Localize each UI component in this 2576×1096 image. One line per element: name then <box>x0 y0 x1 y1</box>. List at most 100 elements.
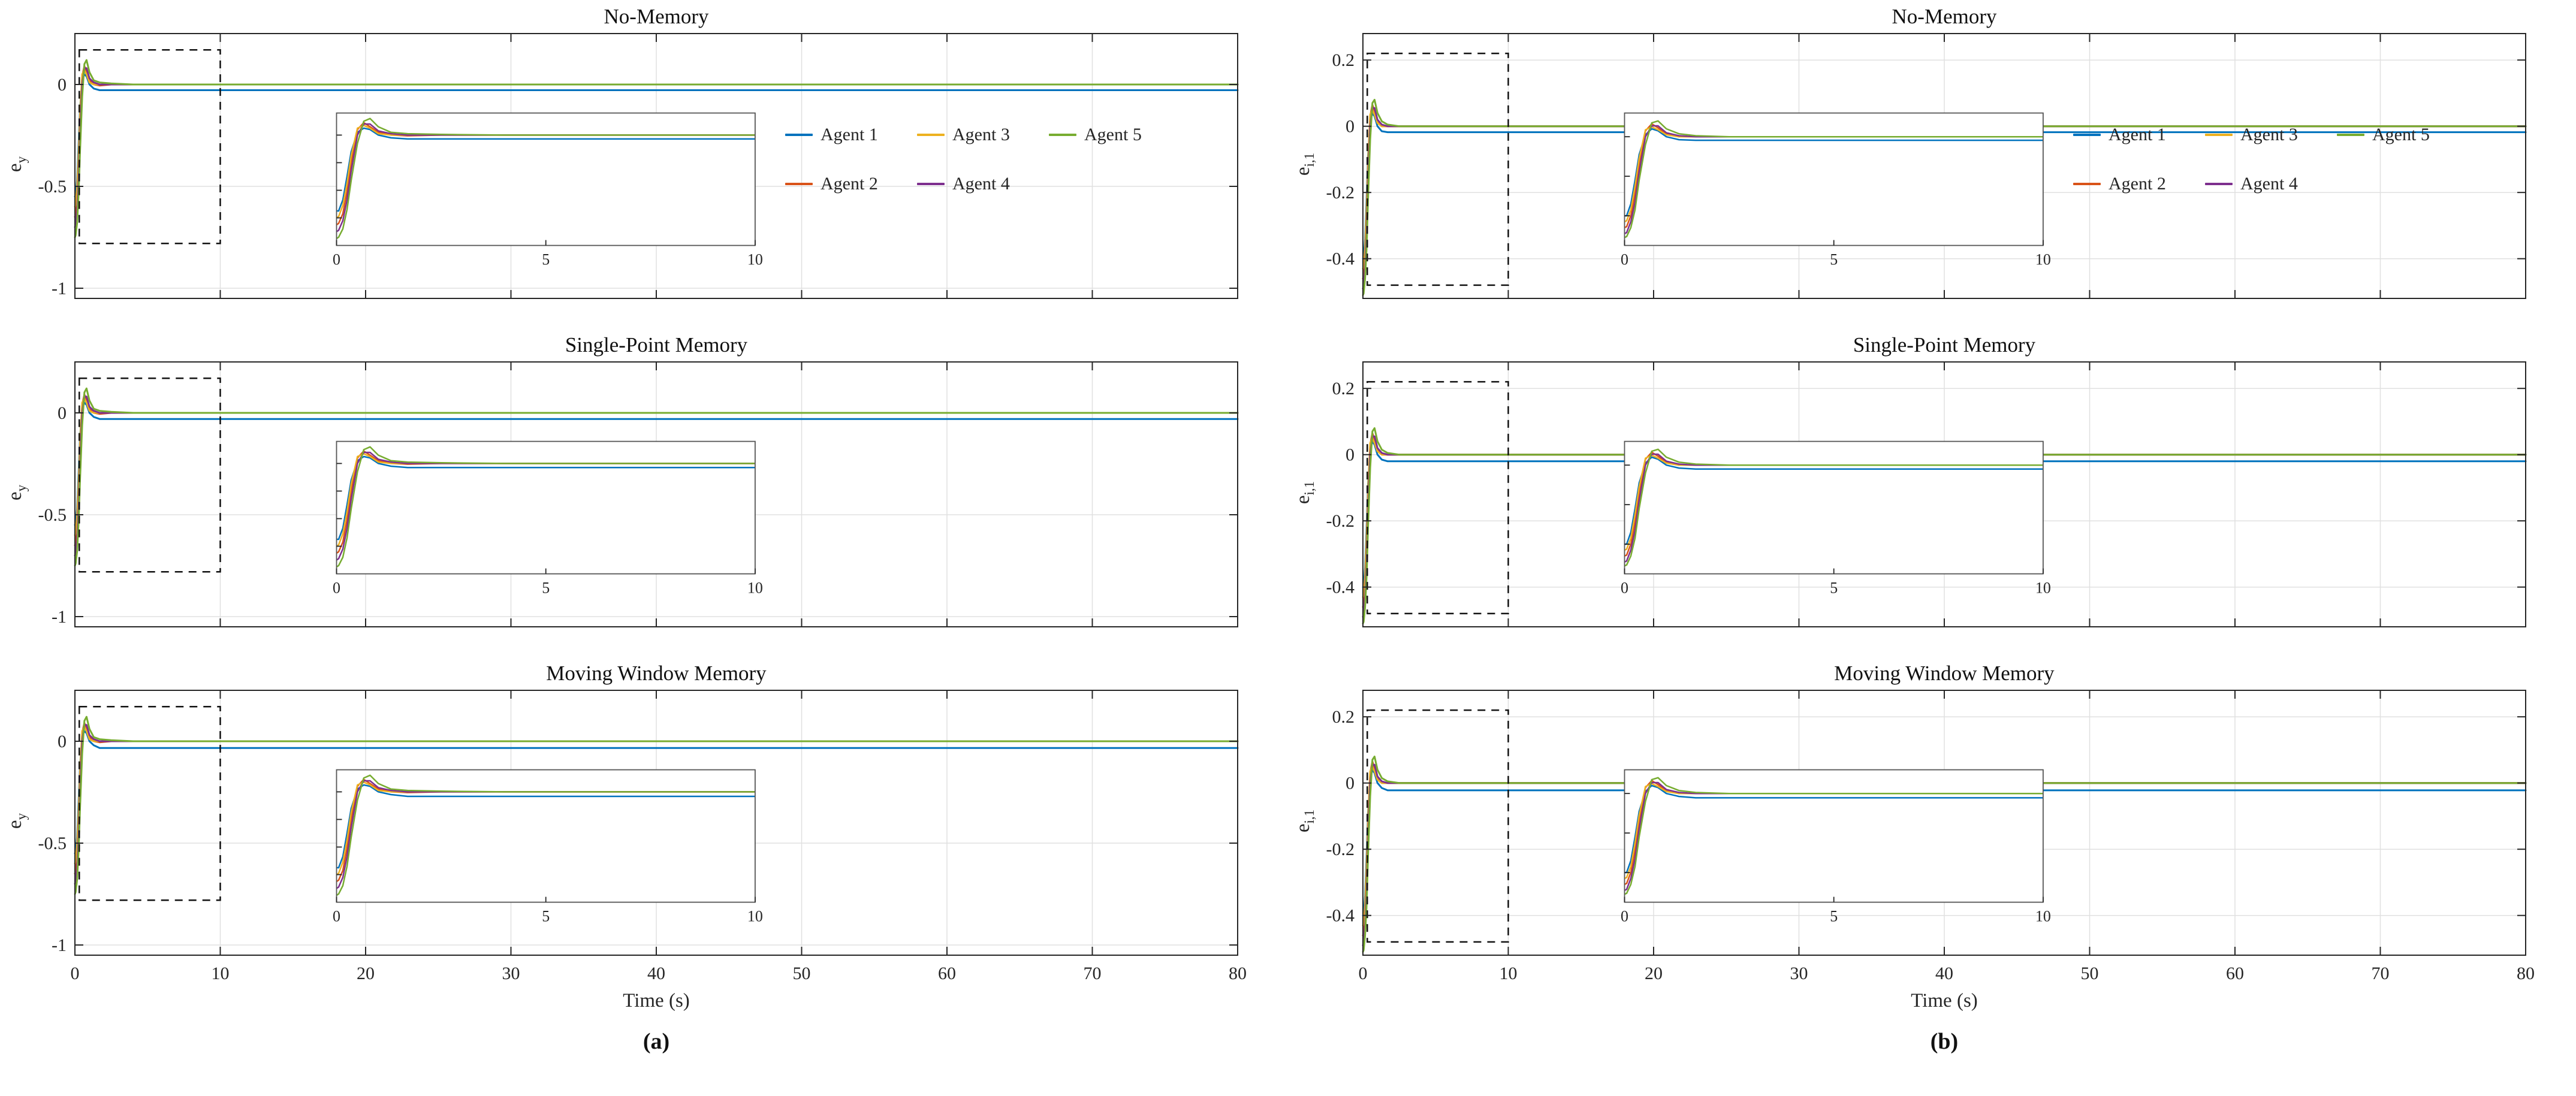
svg-text:-0.5: -0.5 <box>38 505 67 525</box>
svg-text:0: 0 <box>1346 445 1355 465</box>
svg-text:0: 0 <box>71 964 80 983</box>
legend: Agent 1 Agent 3 Agent 5 Agent 2 Agent 4 <box>2073 125 2469 194</box>
svg-text:0: 0 <box>1621 908 1628 925</box>
svg-text:50: 50 <box>2081 964 2099 983</box>
legend-item-label: Agent 4 <box>2240 174 2298 194</box>
svg-text:60: 60 <box>938 964 956 983</box>
svg-text:10: 10 <box>747 908 763 925</box>
subplot-a-moving-window-memory: Moving Window Memory ey 0 10 20 30 40 50 60 70 8… <box>0 662 1288 983</box>
svg-text:10: 10 <box>2035 579 2051 597</box>
line-chart: 0 10 20 30 40 50 60 70 800-0.5-10 5 10 <box>38 690 1247 983</box>
svg-text:0: 0 <box>58 403 67 423</box>
line-chart: 0.2 0 -0.2 -0.4 0 5 10 <box>1326 33 2527 299</box>
legend-item: Agent 2 <box>2073 174 2205 194</box>
svg-text:10: 10 <box>2035 908 2051 925</box>
svg-text:0: 0 <box>333 579 340 597</box>
svg-text:5: 5 <box>1830 908 1838 925</box>
svg-text:-0.2: -0.2 <box>1326 183 1355 203</box>
legend-item: Agent 3 <box>2205 125 2337 145</box>
svg-text:60: 60 <box>2226 964 2244 983</box>
svg-text:-0.4: -0.4 <box>1326 578 1355 597</box>
svg-text:-0.2: -0.2 <box>1326 511 1355 531</box>
subplot-b-single-point-memory: Single-Point Memory ei,1 0.2 0 -0.2 -0.4 0 5 1… <box>1288 333 2576 645</box>
line-chart: 0.2 0 -0.2 -0.4 0 5 10 <box>1326 361 2527 627</box>
svg-text:5: 5 <box>542 579 550 597</box>
svg-text:0: 0 <box>1621 251 1628 268</box>
caption-b: (b) <box>1930 1029 1959 1054</box>
svg-text:5: 5 <box>542 908 550 925</box>
svg-text:0: 0 <box>1621 579 1628 597</box>
legend-item-label: Agent 2 <box>2109 174 2166 194</box>
svg-text:0: 0 <box>1346 117 1355 137</box>
line-chart: 0 -0.5 -1 0 5 10 <box>38 33 1239 299</box>
legend-item-label: Agent 1 <box>2109 125 2166 144</box>
plot-title: Single-Point Memory <box>565 333 748 357</box>
legend-line-swatch <box>1049 134 1076 136</box>
svg-text:70: 70 <box>1084 964 1102 983</box>
legend-item-label: Agent 1 <box>821 125 878 144</box>
svg-text:10: 10 <box>1500 964 1518 983</box>
svg-text:-0.5: -0.5 <box>38 834 67 853</box>
svg-text:0.2: 0.2 <box>1332 50 1355 70</box>
svg-text:-0.4: -0.4 <box>1326 249 1355 269</box>
svg-text:20: 20 <box>1645 964 1663 983</box>
legend-line-swatch <box>2073 134 2101 136</box>
legend-item-label: Agent 3 <box>2240 125 2298 144</box>
svg-text:30: 30 <box>502 964 520 983</box>
legend-item-label: Agent 4 <box>952 174 1010 194</box>
svg-text:50: 50 <box>793 964 811 983</box>
svg-text:-0.2: -0.2 <box>1326 840 1355 859</box>
svg-text:5: 5 <box>1830 579 1838 597</box>
svg-text:10: 10 <box>212 964 230 983</box>
svg-text:40: 40 <box>1935 964 1953 983</box>
legend-item: Agent 4 <box>917 174 1049 194</box>
plot-title: No-Memory <box>1892 5 1997 28</box>
plot-title: Moving Window Memory <box>1834 662 2055 685</box>
svg-text:10: 10 <box>747 251 763 268</box>
legend-item: Agent 2 <box>785 174 917 194</box>
legend-item: Agent 5 <box>2337 125 2469 145</box>
legend-item-label: Agent 3 <box>952 125 1010 144</box>
legend-line-swatch <box>2337 134 2364 136</box>
svg-text:0: 0 <box>58 75 67 95</box>
x-axis-label: Time (s) <box>623 990 690 1012</box>
legend-item: Agent 4 <box>2205 174 2337 194</box>
svg-text:-1: -1 <box>52 279 67 298</box>
svg-text:-1: -1 <box>52 935 67 955</box>
legend-item: Agent 1 <box>785 125 917 145</box>
svg-text:10: 10 <box>2035 251 2051 268</box>
legend-item-label: Agent 5 <box>1084 125 1142 144</box>
legend-line-swatch <box>785 134 813 136</box>
svg-text:0: 0 <box>1359 964 1368 983</box>
svg-text:0: 0 <box>1346 774 1355 793</box>
legend-line-swatch <box>785 183 813 185</box>
subplot-a-single-point-memory: Single-Point Memory ey 0 -0.5 -1 0 5 10 <box>0 333 1288 645</box>
legend-line-swatch <box>917 183 945 185</box>
subplot-b-moving-window-memory: Moving Window Memory ei,1 0 10 20 30 40 50 60 7… <box>1288 662 2576 983</box>
legend-line-swatch <box>2205 183 2233 185</box>
svg-text:5: 5 <box>542 251 550 268</box>
svg-text:80: 80 <box>1229 964 1247 983</box>
svg-text:30: 30 <box>1790 964 1808 983</box>
caption-a: (a) <box>643 1029 670 1054</box>
legend-item: Agent 5 <box>1049 125 1181 145</box>
svg-text:-0.4: -0.4 <box>1326 906 1355 926</box>
svg-text:0: 0 <box>333 908 340 925</box>
legend-line-swatch <box>2205 134 2233 136</box>
svg-text:5: 5 <box>1830 251 1838 268</box>
svg-text:0: 0 <box>58 732 67 751</box>
svg-text:10: 10 <box>747 579 763 597</box>
x-axis-label: Time (s) <box>1911 990 1978 1012</box>
legend-item: Agent 3 <box>917 125 1049 145</box>
svg-text:0.2: 0.2 <box>1332 707 1355 727</box>
svg-text:40: 40 <box>647 964 665 983</box>
legend-item-label: Agent 2 <box>821 174 878 194</box>
legend-line-swatch <box>917 134 945 136</box>
plot-title: No-Memory <box>604 5 709 28</box>
svg-text:-0.5: -0.5 <box>38 177 67 197</box>
